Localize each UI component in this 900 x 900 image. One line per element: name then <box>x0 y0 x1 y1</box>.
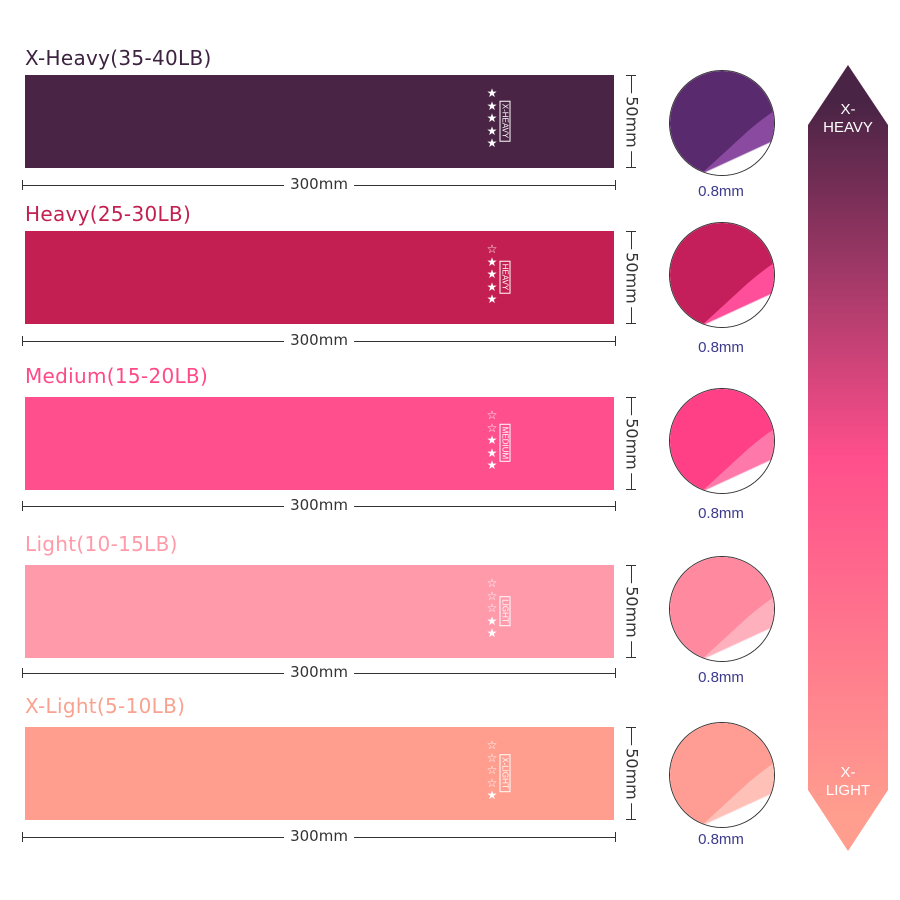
thickness-label: 0.8mm <box>698 183 744 200</box>
band-tag: X-HEAVY <box>499 100 511 142</box>
star-icon: ★ <box>486 279 498 294</box>
thickness-label: 0.8mm <box>698 339 744 356</box>
band-title: Heavy(25-30LB) <box>25 202 192 226</box>
empty-star-icon: ☆ <box>486 750 498 765</box>
width-label: 50mm <box>622 248 642 307</box>
band-tag: HEAVY <box>499 260 511 294</box>
star-icon: ★ <box>486 111 498 125</box>
thickness-closeup <box>669 222 775 328</box>
length-dimension: 300mm <box>22 827 616 845</box>
star-icon: ★ <box>486 788 498 802</box>
empty-star-icon: ☆ <box>486 420 498 435</box>
star-icon: ★ <box>486 626 498 640</box>
star-rating: ☆ ☆ ☆ ★ ★ <box>485 577 499 640</box>
length-dimension: 300mm <box>22 331 616 349</box>
star-icon: ★ <box>486 267 498 281</box>
width-dimension: 50mm <box>622 397 642 490</box>
width-label: 50mm <box>622 414 642 473</box>
band-tag: MEDIUM <box>499 423 511 463</box>
scale-top-label: X- HEAVY <box>823 101 873 136</box>
thickness-closeup <box>669 722 775 828</box>
resistance-band: ☆ ☆ ★ ★ ★ MEDIUM <box>25 397 614 490</box>
length-label: 300mm <box>284 175 354 193</box>
star-icon: ★ <box>486 254 498 269</box>
thickness-label: 0.8mm <box>698 831 744 848</box>
length-label: 300mm <box>284 496 354 514</box>
band-title: Medium(15-20LB) <box>25 364 209 388</box>
star-rating: ☆ ★ ★ ★ ★ <box>485 243 499 306</box>
resistance-band: ☆ ★ ★ ★ ★ HEAVY <box>25 231 614 324</box>
resistance-band: ☆ ☆ ☆ ★ ★ LIGHT <box>25 565 614 658</box>
resistance-band: ★ ★ ★ ★ ★ X-HEAVY <box>25 75 614 168</box>
star-rating: ★ ★ ★ ★ ★ <box>485 87 499 150</box>
width-label: 50mm <box>622 582 642 641</box>
scale-bottom-label: X- LIGHT <box>825 764 871 799</box>
star-icon: ★ <box>486 98 498 113</box>
band-title: X-Light(5-10LB) <box>25 694 186 718</box>
length-label: 300mm <box>284 663 354 681</box>
star-icon: ★ <box>486 136 498 150</box>
star-icon: ★ <box>486 123 498 138</box>
band-tag: X-LIGHT <box>499 754 511 792</box>
width-dimension: 50mm <box>622 565 642 658</box>
empty-star-icon: ☆ <box>486 601 498 615</box>
thickness-closeup <box>669 388 775 494</box>
star-icon: ★ <box>486 458 498 472</box>
star-rating: ☆ ☆ ★ ★ ★ <box>485 409 499 472</box>
band-tag: LIGHT <box>499 596 511 626</box>
star-icon: ★ <box>486 613 498 628</box>
empty-star-icon: ☆ <box>486 408 498 422</box>
empty-star-icon: ☆ <box>486 775 498 790</box>
empty-star-icon: ☆ <box>486 242 498 256</box>
empty-star-icon: ☆ <box>486 588 498 603</box>
length-label: 300mm <box>284 827 354 845</box>
width-label: 50mm <box>622 744 642 803</box>
length-dimension: 300mm <box>22 663 616 681</box>
thickness-label: 0.8mm <box>698 669 744 686</box>
thickness-closeup <box>669 556 775 662</box>
band-title: X-Heavy(35-40LB) <box>25 46 212 70</box>
length-dimension: 300mm <box>22 175 616 193</box>
resistance-band: ☆ ☆ ☆ ☆ ★ X-LIGHT <box>25 727 614 820</box>
resistance-scale-arrow <box>808 65 888 851</box>
star-rating: ☆ ☆ ☆ ☆ ★ <box>485 739 499 802</box>
star-icon: ★ <box>486 433 498 447</box>
thickness-label: 0.8mm <box>698 505 744 522</box>
empty-star-icon: ☆ <box>486 763 498 777</box>
width-dimension: 50mm <box>622 727 642 820</box>
thickness-closeup <box>669 70 775 176</box>
width-dimension: 50mm <box>622 231 642 324</box>
width-dimension: 50mm <box>622 75 642 168</box>
star-icon: ★ <box>486 445 498 460</box>
length-label: 300mm <box>284 331 354 349</box>
empty-star-icon: ☆ <box>486 576 498 590</box>
star-icon: ★ <box>486 292 498 306</box>
empty-star-icon: ☆ <box>486 738 498 752</box>
star-icon: ★ <box>486 86 498 100</box>
length-dimension: 300mm <box>22 496 616 514</box>
band-title: Light(10-15LB) <box>25 532 178 556</box>
width-label: 50mm <box>622 92 642 151</box>
